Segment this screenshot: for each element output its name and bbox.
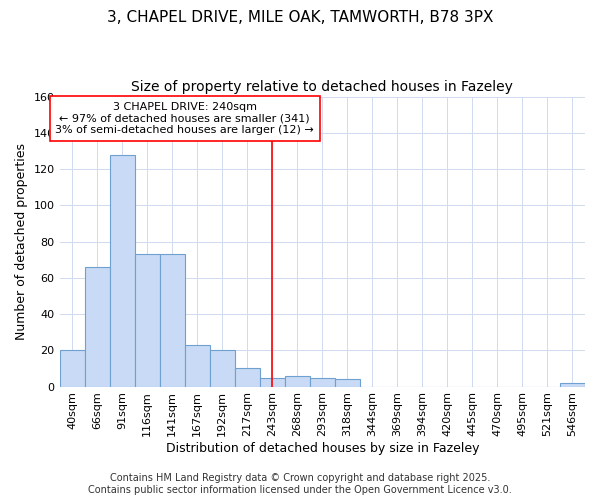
Y-axis label: Number of detached properties: Number of detached properties: [15, 143, 28, 340]
Bar: [335, 380, 360, 386]
X-axis label: Distribution of detached houses by size in Fazeley: Distribution of detached houses by size …: [166, 442, 479, 455]
Bar: [185, 345, 209, 387]
Text: 3, CHAPEL DRIVE, MILE OAK, TAMWORTH, B78 3PX: 3, CHAPEL DRIVE, MILE OAK, TAMWORTH, B78…: [107, 10, 493, 25]
Bar: [110, 154, 134, 386]
Bar: [59, 350, 85, 386]
Text: 3 CHAPEL DRIVE: 240sqm
← 97% of detached houses are smaller (341)
3% of semi-det: 3 CHAPEL DRIVE: 240sqm ← 97% of detached…: [55, 102, 314, 135]
Bar: [235, 368, 260, 386]
Title: Size of property relative to detached houses in Fazeley: Size of property relative to detached ho…: [131, 80, 513, 94]
Bar: [160, 254, 185, 386]
Bar: [310, 378, 335, 386]
Bar: [134, 254, 160, 386]
Bar: [209, 350, 235, 386]
Bar: [560, 383, 585, 386]
Bar: [85, 267, 110, 386]
Bar: [285, 376, 310, 386]
Bar: [260, 378, 285, 386]
Text: Contains HM Land Registry data © Crown copyright and database right 2025.
Contai: Contains HM Land Registry data © Crown c…: [88, 474, 512, 495]
